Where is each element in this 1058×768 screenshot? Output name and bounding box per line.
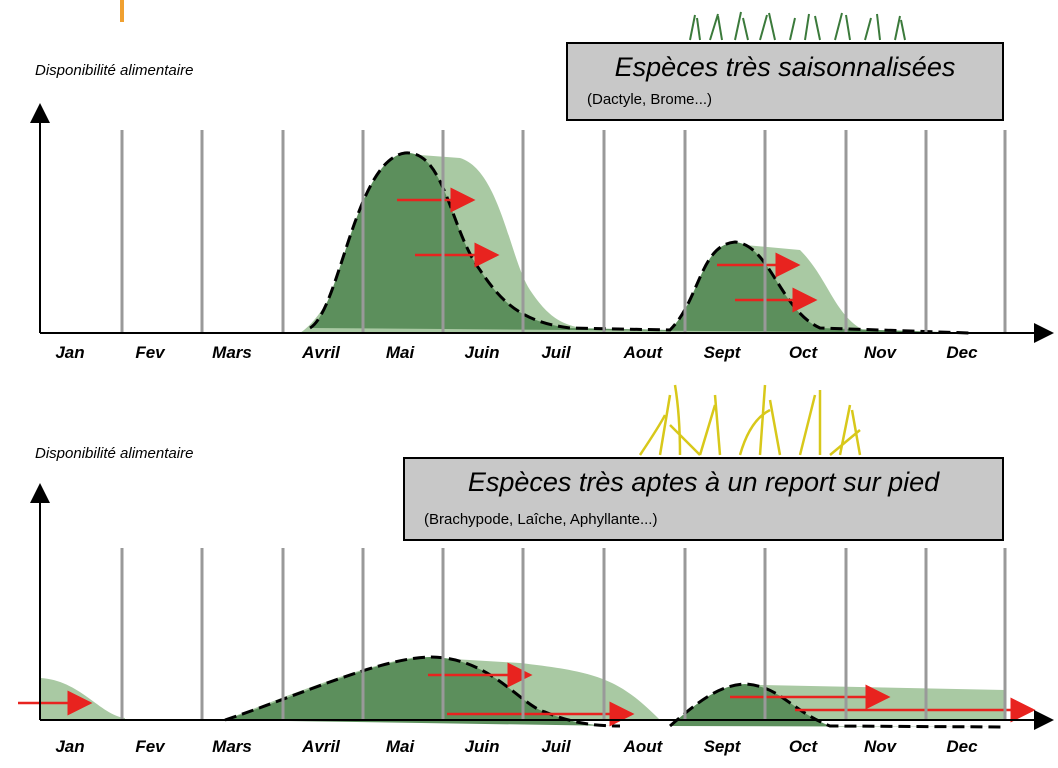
month-label: Aout <box>623 737 664 756</box>
month-label: Sept <box>704 737 742 756</box>
month-label: Avril <box>301 343 341 362</box>
y-axis-label: Disponibilité alimentaire <box>35 62 193 79</box>
panel-title: Espèces très saisonnalisées <box>615 52 956 82</box>
month-label: Juil <box>541 343 572 362</box>
month-label: Mai <box>386 737 416 756</box>
month-label: Juin <box>465 343 500 362</box>
month-label: Sept <box>704 343 742 362</box>
diagram: Disponibilité alimentaire Espèces très sa… <box>0 0 1058 768</box>
grass-icon <box>690 12 905 40</box>
accent <box>120 0 124 22</box>
month-label: Jan <box>55 343 84 362</box>
panel-title: Espèces très aptes à un report sur pied <box>468 467 940 497</box>
month-label: Aout <box>623 343 664 362</box>
month-label: Fev <box>135 343 166 362</box>
y-axis-label: Disponibilité alimentaire <box>35 445 193 462</box>
month-label: Nov <box>864 343 898 362</box>
month-label: Mai <box>386 343 416 362</box>
month-label: Fev <box>135 737 166 756</box>
month-label: Mars <box>212 737 252 756</box>
grass-icon <box>640 385 860 455</box>
dashed-curve <box>310 153 970 333</box>
month-label: Mars <box>212 343 252 362</box>
month-label: Jan <box>55 737 84 756</box>
month-label: Oct <box>789 343 819 362</box>
page: {"panels":[ {"y_label":"Disponibilité al… <box>0 0 1058 768</box>
month-label: Dec <box>946 737 978 756</box>
month-label: Avril <box>301 737 341 756</box>
month-label: Juil <box>541 737 572 756</box>
panel-subtitle: (Brachypode, Laîche, Aphyllante...) <box>424 511 657 528</box>
month-label: Dec <box>946 343 978 362</box>
panel-subtitle: (Dactyle, Brome...) <box>587 91 712 108</box>
month-label: Juin <box>465 737 500 756</box>
month-label: Nov <box>864 737 898 756</box>
month-label: Oct <box>789 737 819 756</box>
